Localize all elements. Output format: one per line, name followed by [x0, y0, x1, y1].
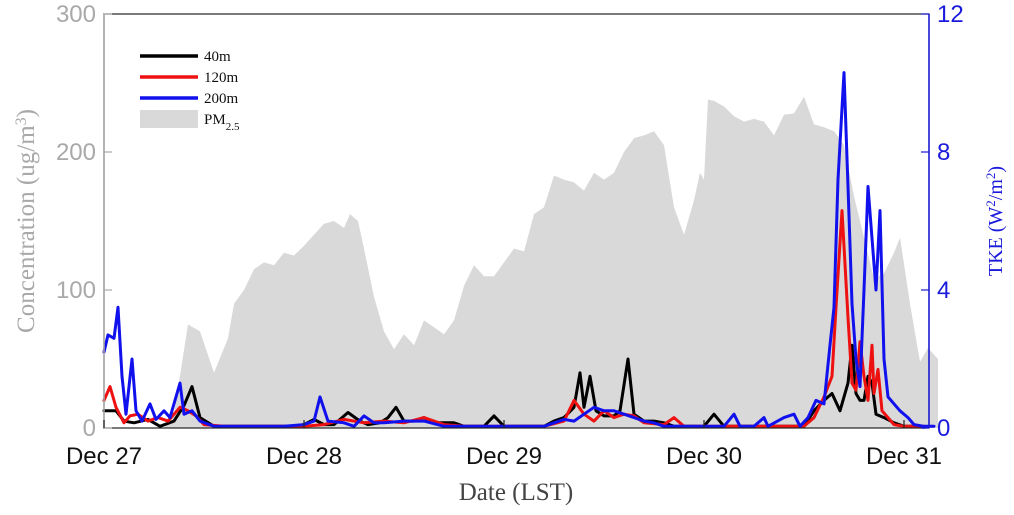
legend-label-main: 120m: [204, 70, 239, 86]
y-axis-right-label-mid: /m: [985, 179, 1007, 201]
y-axis-left-label: Concentration (ug/m3): [13, 109, 41, 333]
y-right-tick-label: 0: [937, 415, 950, 442]
y-axis-right-label-prefix: TKE (W: [985, 207, 1007, 277]
y-axis-right-label-suffix: ): [985, 166, 1007, 173]
y-axis-left-label-sup: 3: [13, 117, 30, 125]
y-axis-right-label: TKE (W2/m2): [983, 166, 1008, 276]
legend-label: 40m: [204, 49, 231, 65]
x-tick-label: Dec 30: [666, 443, 742, 470]
y-left-tick-label: 300: [56, 1, 96, 28]
ticks-layer: 0 100 200 300 0 4 8 12 Dec 27 Dec 28 Dec 29 Dec 30 D…: [56, 1, 964, 470]
y-left-tick-label: 200: [56, 139, 96, 166]
series-line-200m: [102, 71, 936, 428]
legend: 40m 120m 200m PM2.5: [140, 49, 240, 133]
x-tick-label: Dec 29: [466, 443, 542, 470]
tke-lines-layer: [102, 71, 936, 429]
x-axis-label: Date (LST): [459, 479, 574, 506]
y-right-tick-label: 4: [937, 277, 950, 304]
y-axis-right-label-sup1: 2: [983, 200, 998, 207]
x-tick-label: Dec 27: [66, 443, 142, 470]
y-left-tick-label: 0: [83, 415, 96, 442]
y-axis-left-label-suffix: ): [13, 109, 40, 117]
legend-label: 200m: [204, 91, 239, 107]
y-right-tick-label: 8: [937, 139, 950, 166]
legend-label-main: 40m: [204, 49, 231, 65]
pm25-area: [104, 96, 938, 429]
legend-label: PM2.5: [204, 112, 240, 133]
y-left-tick-label: 100: [56, 277, 96, 304]
legend-label: 120m: [204, 70, 239, 86]
legend-label-main: 200m: [204, 91, 239, 107]
y-axis-left-label-prefix: Concentration (ug/m: [13, 125, 40, 333]
legend-label-main: PM: [204, 112, 226, 128]
pm25-area-layer: [104, 96, 938, 429]
x-tick-label: Dec 31: [866, 443, 942, 470]
legend-swatch-pm25: [140, 110, 198, 128]
legend-label-sub: 2.5: [226, 121, 240, 133]
y-right-tick-label: 12: [937, 1, 964, 28]
y-axis-right-label-sup2: 2: [983, 173, 998, 180]
x-tick-label: Dec 28: [266, 443, 342, 470]
